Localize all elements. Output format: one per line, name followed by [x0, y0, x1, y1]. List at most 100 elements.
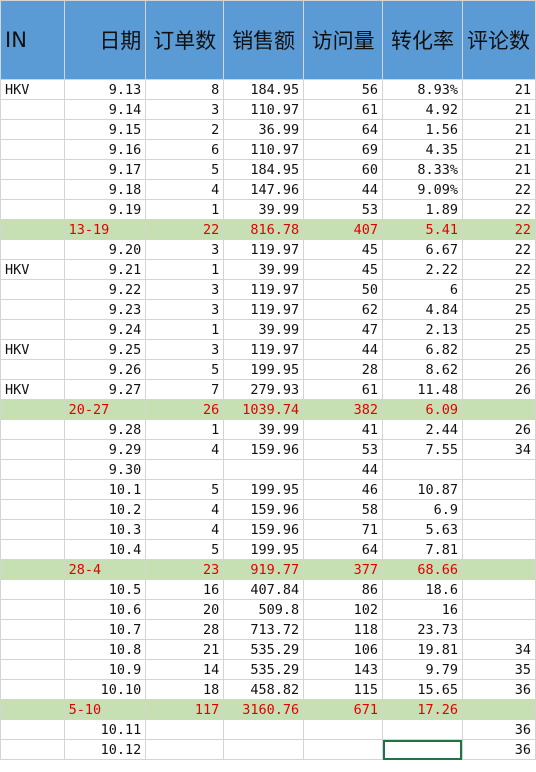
- conversion-cell[interactable]: 15.65: [382, 679, 463, 700]
- orders-cell[interactable]: [145, 739, 225, 760]
- date-cell[interactable]: 9.14: [63, 99, 147, 120]
- conversion-cell[interactable]: 18.6: [382, 579, 463, 600]
- orders-cell[interactable]: 1: [145, 319, 225, 340]
- reviews-cell[interactable]: 22: [461, 259, 536, 280]
- in-cell[interactable]: [0, 619, 65, 640]
- sales-cell[interactable]: [223, 459, 305, 480]
- orders-cell[interactable]: 22: [145, 219, 225, 240]
- in-cell[interactable]: [0, 639, 65, 660]
- in-cell[interactable]: [0, 219, 65, 240]
- orders-cell[interactable]: 6: [145, 139, 225, 160]
- sales-cell[interactable]: [223, 719, 305, 740]
- column-header-sales[interactable]: 销售额: [223, 0, 305, 80]
- sales-cell[interactable]: 199.95: [223, 479, 305, 500]
- sales-cell[interactable]: 184.95: [223, 159, 305, 180]
- date-cell[interactable]: 9.20: [63, 239, 147, 260]
- visits-cell[interactable]: 61: [303, 99, 384, 120]
- conversion-cell[interactable]: 6.09: [382, 399, 463, 420]
- conversion-cell[interactable]: 8.93%: [382, 79, 463, 100]
- orders-cell[interactable]: 5: [145, 539, 225, 560]
- date-cell[interactable]: 9.18: [63, 179, 147, 200]
- column-header-reviews[interactable]: 评论数: [461, 0, 536, 80]
- date-cell[interactable]: 9.19: [63, 199, 147, 220]
- reviews-cell[interactable]: [461, 699, 536, 720]
- visits-cell[interactable]: 671: [303, 699, 384, 720]
- conversion-cell[interactable]: 4.35: [382, 139, 463, 160]
- reviews-cell[interactable]: [461, 559, 536, 580]
- orders-cell[interactable]: 23: [145, 559, 225, 580]
- column-header-orders[interactable]: 订单数: [145, 0, 225, 80]
- visits-cell[interactable]: 60: [303, 159, 384, 180]
- date-cell[interactable]: 9.13: [63, 79, 147, 100]
- reviews-cell[interactable]: 21: [461, 79, 536, 100]
- date-cell[interactable]: 9.30: [63, 459, 147, 480]
- in-cell[interactable]: [0, 659, 65, 680]
- in-cell[interactable]: HKV: [0, 79, 65, 100]
- reviews-cell[interactable]: [461, 579, 536, 600]
- date-cell[interactable]: 9.23: [63, 299, 147, 320]
- conversion-cell[interactable]: 16: [382, 599, 463, 620]
- visits-cell[interactable]: 50: [303, 279, 384, 300]
- date-cell[interactable]: 9.22: [63, 279, 147, 300]
- conversion-cell[interactable]: 6.82: [382, 339, 463, 360]
- column-header-date[interactable]: 日期: [63, 0, 147, 80]
- reviews-cell[interactable]: [461, 539, 536, 560]
- date-cell[interactable]: 9.28: [63, 419, 147, 440]
- reviews-cell[interactable]: 21: [461, 119, 536, 140]
- reviews-cell[interactable]: 25: [461, 279, 536, 300]
- visits-cell[interactable]: 64: [303, 119, 384, 140]
- in-cell[interactable]: [0, 699, 65, 720]
- sales-cell[interactable]: 39.99: [223, 319, 305, 340]
- in-cell[interactable]: [0, 499, 65, 520]
- orders-cell[interactable]: 5: [145, 359, 225, 380]
- conversion-cell[interactable]: 10.87: [382, 479, 463, 500]
- date-cell[interactable]: 9.26: [63, 359, 147, 380]
- in-cell[interactable]: [0, 199, 65, 220]
- visits-cell[interactable]: 45: [303, 259, 384, 280]
- sales-cell[interactable]: 36.99: [223, 119, 305, 140]
- orders-cell[interactable]: 3: [145, 279, 225, 300]
- visits-cell[interactable]: [303, 739, 384, 760]
- sales-cell[interactable]: 110.97: [223, 99, 305, 120]
- visits-cell[interactable]: 143: [303, 659, 384, 680]
- date-cell[interactable]: 28-4: [63, 559, 147, 580]
- reviews-cell[interactable]: 25: [461, 299, 536, 320]
- in-cell[interactable]: [0, 319, 65, 340]
- reviews-cell[interactable]: 26: [461, 379, 536, 400]
- sales-cell[interactable]: 147.96: [223, 179, 305, 200]
- in-cell[interactable]: [0, 359, 65, 380]
- sales-cell[interactable]: 119.97: [223, 239, 305, 260]
- sales-cell[interactable]: 119.97: [223, 279, 305, 300]
- in-cell[interactable]: [0, 159, 65, 180]
- visits-cell[interactable]: 47: [303, 319, 384, 340]
- conversion-cell[interactable]: [382, 739, 463, 760]
- visits-cell[interactable]: 56: [303, 79, 384, 100]
- date-cell[interactable]: 10.1: [63, 479, 147, 500]
- date-cell[interactable]: 9.29: [63, 439, 147, 460]
- orders-cell[interactable]: 1: [145, 199, 225, 220]
- reviews-cell[interactable]: 22: [461, 219, 536, 240]
- visits-cell[interactable]: 407: [303, 219, 384, 240]
- in-cell[interactable]: [0, 439, 65, 460]
- visits-cell[interactable]: 86: [303, 579, 384, 600]
- in-cell[interactable]: HKV: [0, 339, 65, 360]
- date-cell[interactable]: 10.6: [63, 599, 147, 620]
- reviews-cell[interactable]: [461, 619, 536, 640]
- date-cell[interactable]: 10.2: [63, 499, 147, 520]
- reviews-cell[interactable]: 22: [461, 179, 536, 200]
- orders-cell[interactable]: 1: [145, 419, 225, 440]
- date-cell[interactable]: 10.10: [63, 679, 147, 700]
- orders-cell[interactable]: 26: [145, 399, 225, 420]
- in-cell[interactable]: [0, 399, 65, 420]
- reviews-cell[interactable]: 21: [461, 159, 536, 180]
- reviews-cell[interactable]: 25: [461, 339, 536, 360]
- date-cell[interactable]: 10.8: [63, 639, 147, 660]
- orders-cell[interactable]: 7: [145, 379, 225, 400]
- conversion-cell[interactable]: 6.67: [382, 239, 463, 260]
- sales-cell[interactable]: 39.99: [223, 259, 305, 280]
- date-cell[interactable]: 13-19: [63, 219, 147, 240]
- visits-cell[interactable]: [303, 719, 384, 740]
- conversion-cell[interactable]: 2.22: [382, 259, 463, 280]
- orders-cell[interactable]: 3: [145, 99, 225, 120]
- conversion-cell[interactable]: 8.62: [382, 359, 463, 380]
